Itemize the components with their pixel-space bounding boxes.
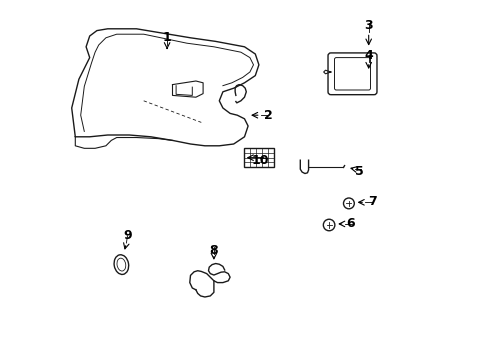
Text: 2: 2	[263, 109, 272, 122]
Text: 4: 4	[364, 49, 372, 62]
Text: 10: 10	[251, 154, 269, 167]
Text: 6: 6	[346, 217, 354, 230]
Ellipse shape	[114, 255, 128, 274]
Bar	[244, 148, 274, 167]
Text: 9: 9	[123, 229, 132, 242]
Ellipse shape	[117, 258, 125, 271]
Text: 3: 3	[364, 19, 372, 32]
FancyBboxPatch shape	[327, 53, 376, 95]
Text: 5: 5	[355, 165, 364, 177]
FancyBboxPatch shape	[334, 58, 370, 90]
Text: 8: 8	[209, 244, 218, 257]
Text: 1: 1	[163, 31, 171, 44]
Text: 7: 7	[367, 195, 376, 208]
